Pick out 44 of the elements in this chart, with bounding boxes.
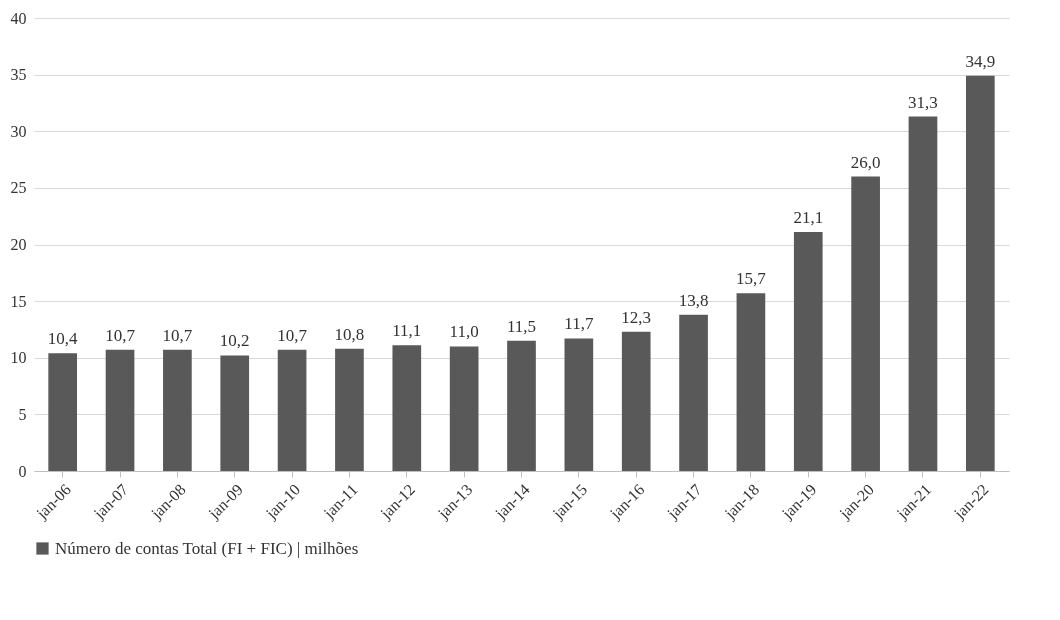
- bar: [449, 346, 479, 471]
- bar: [621, 331, 651, 471]
- data-label: 10,7: [162, 325, 193, 345]
- bar: [48, 353, 78, 471]
- data-label: 34,9: [965, 51, 996, 71]
- data-label: 10,8: [334, 324, 365, 344]
- data-label: 11,0: [449, 322, 479, 342]
- bar: [965, 75, 995, 471]
- bar: [392, 345, 422, 471]
- bar: [220, 355, 250, 471]
- y-tick-label: 35: [10, 66, 27, 84]
- bar: [908, 116, 938, 471]
- y-tick-label: 25: [10, 179, 27, 197]
- data-label: 11,5: [506, 316, 537, 336]
- data-label: 12,3: [621, 307, 652, 327]
- y-tick-label: 0: [18, 462, 27, 480]
- bar: [277, 349, 307, 471]
- data-label: 11,1: [392, 321, 422, 341]
- data-label: 21,1: [793, 208, 824, 228]
- data-label: 15,7: [736, 269, 767, 289]
- y-tick-label: 40: [10, 9, 27, 27]
- data-label: 13,8: [678, 290, 709, 310]
- y-tick-label: 30: [10, 122, 27, 140]
- y-tick-label: 20: [10, 236, 27, 253]
- data-label: 10,4: [47, 329, 79, 349]
- data-label: 10,7: [277, 325, 308, 345]
- data-label: 10,2: [219, 331, 250, 351]
- data-label: 31,3: [908, 92, 938, 112]
- bar: [335, 348, 364, 471]
- bar: [507, 340, 536, 471]
- y-tick-label: 5: [18, 405, 27, 423]
- y-tick-label: 10: [10, 349, 27, 367]
- data-label: 10,7: [105, 325, 136, 345]
- legend-label: Número de contas Total (FI + FIC) | milhões: [55, 538, 359, 558]
- bar: [851, 176, 880, 471]
- data-label: 26,0: [850, 152, 881, 172]
- y-tick-label: 15: [10, 292, 27, 310]
- bar: [163, 349, 192, 471]
- bar: [564, 338, 594, 471]
- bar: [736, 293, 766, 471]
- bar: [793, 232, 823, 471]
- bar: [679, 314, 708, 471]
- bar: [105, 349, 135, 471]
- data-label: 11,7: [564, 314, 594, 334]
